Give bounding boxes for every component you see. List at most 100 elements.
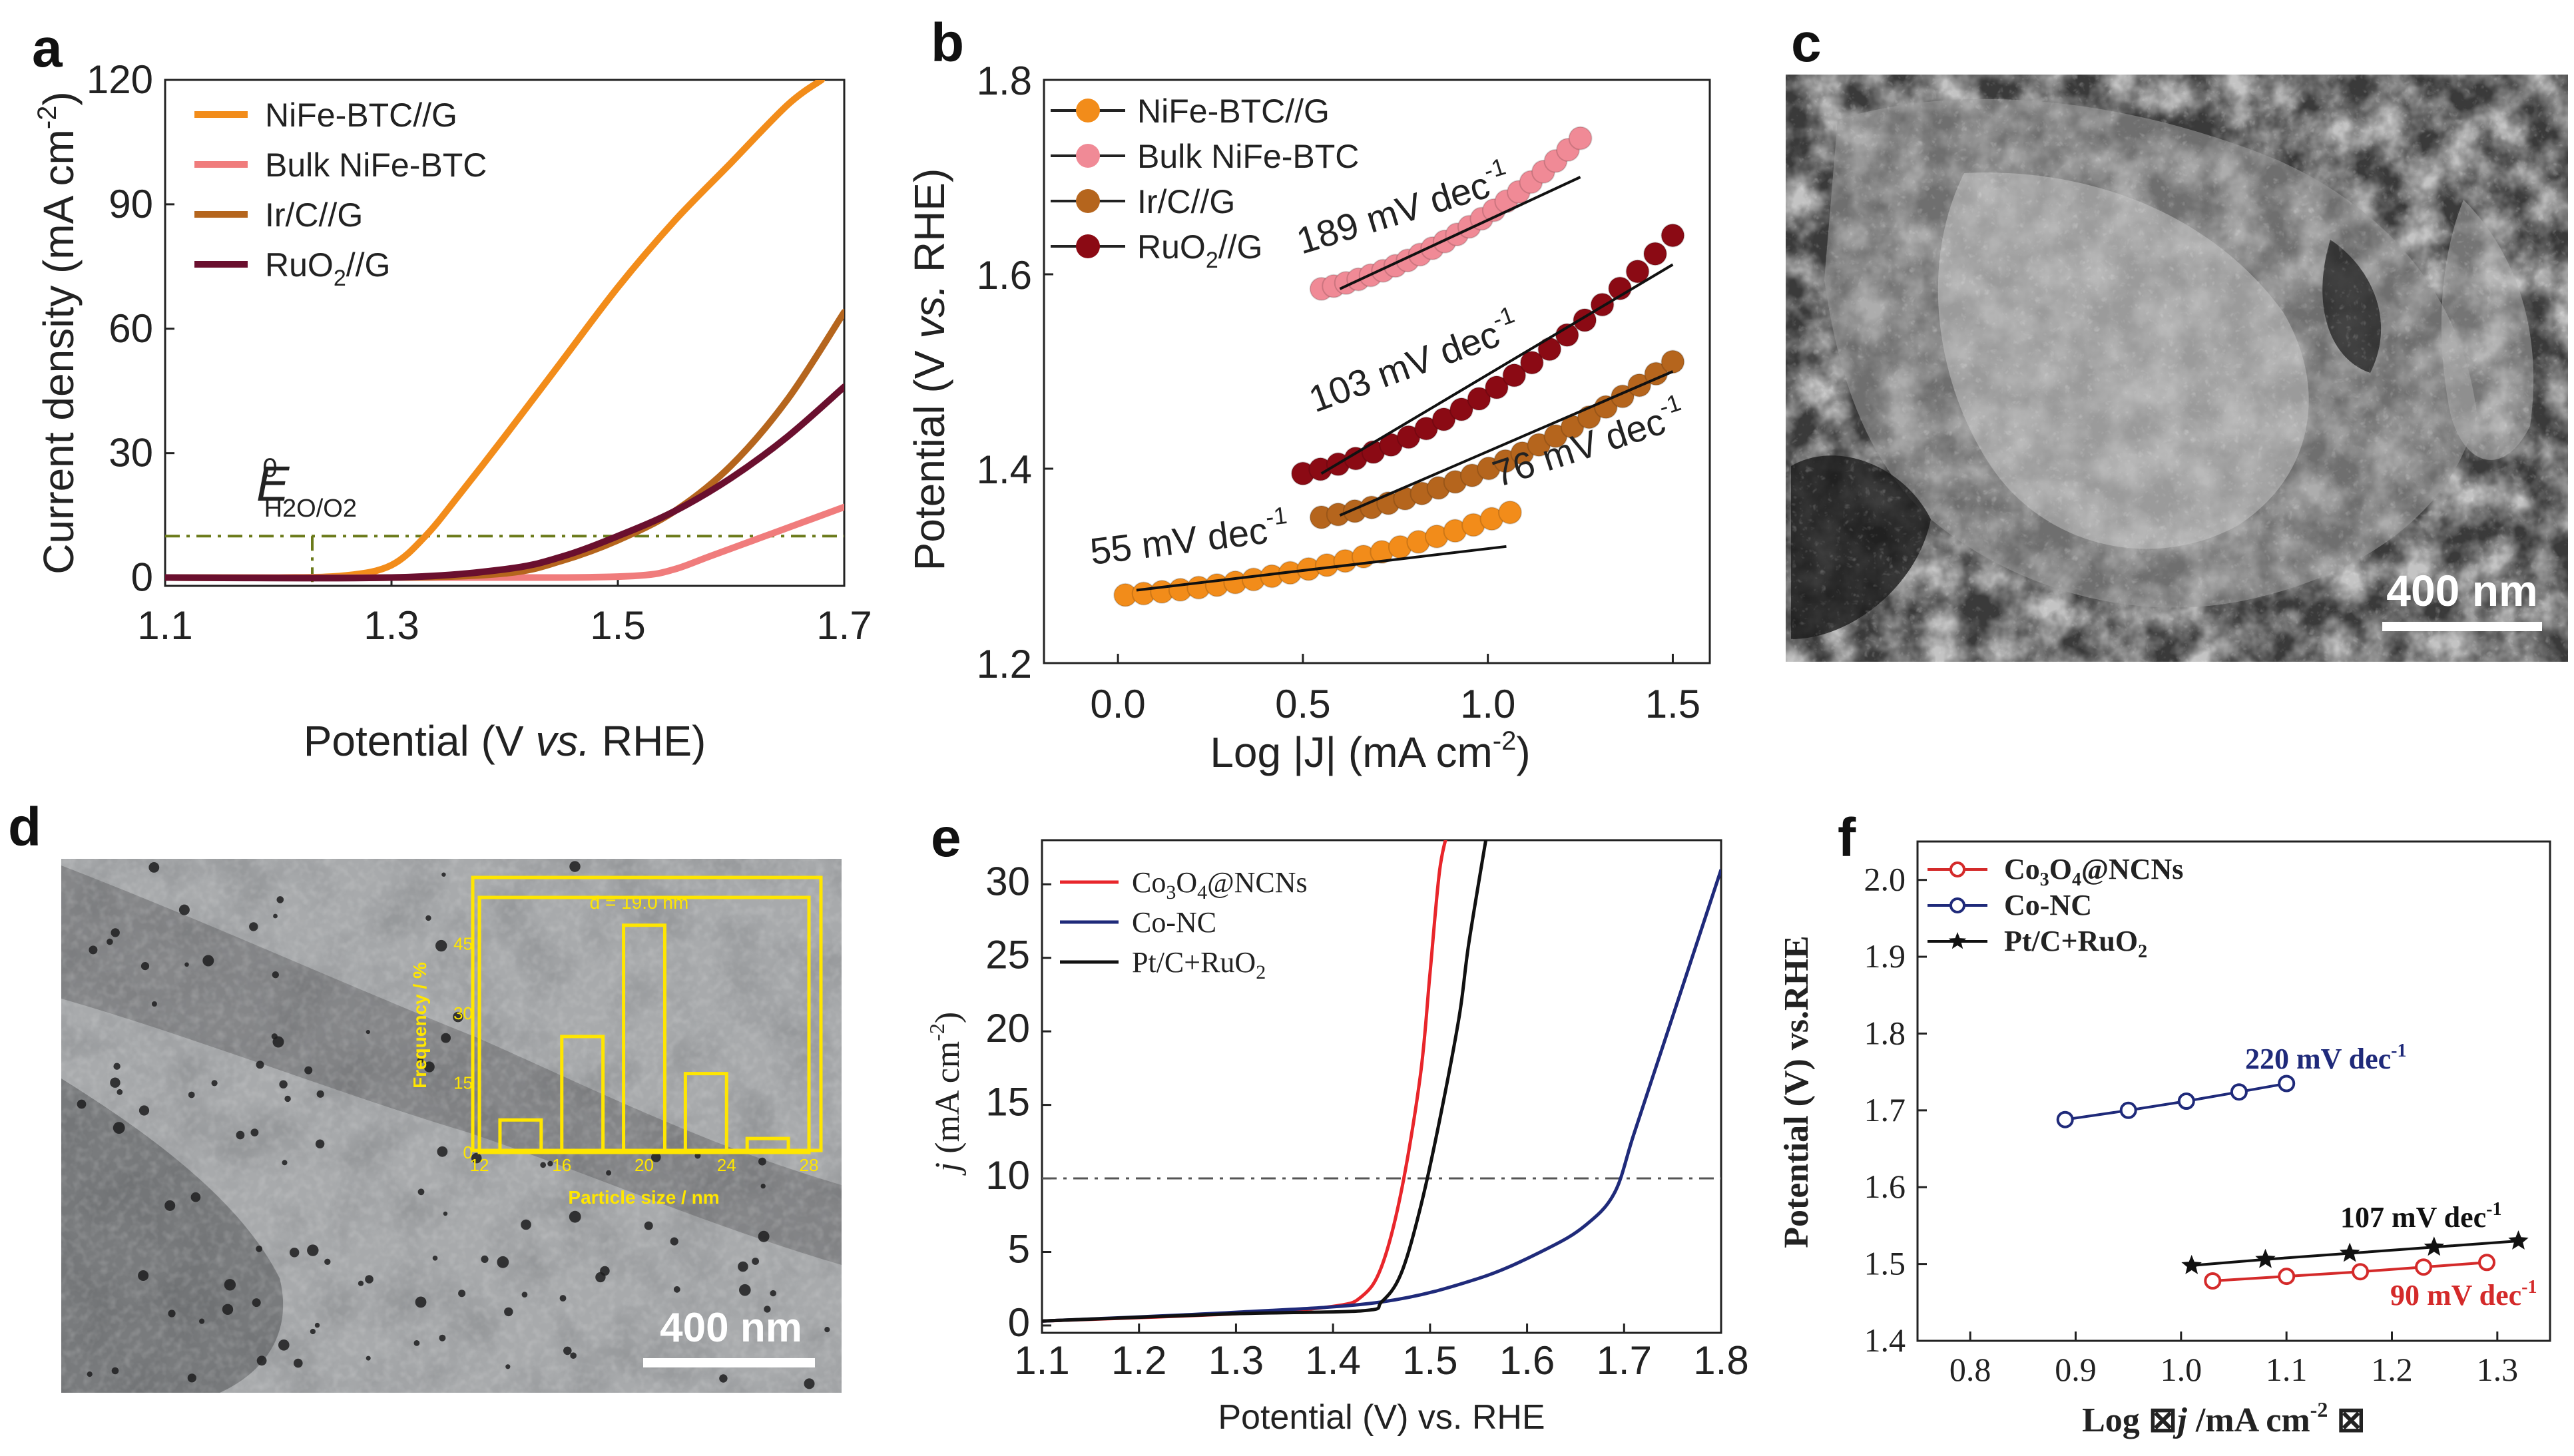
legend-text: RuO [265, 246, 334, 284]
y-tick-label: 120 [87, 57, 153, 102]
tafel-sup: -1 [1264, 501, 1289, 531]
tem-nanoparticle [435, 939, 447, 952]
panel-b-ylabel: Potential (V vs. RHE) [905, 168, 953, 571]
y-tick-label: 20 [985, 1006, 1030, 1051]
panel-f-ylabel: Potential (V) vs.RHE [1778, 935, 1816, 1248]
tem-nanoparticle [249, 922, 258, 931]
panel-f-ticks: 0.8 0.9 1.0 1.1 1.2 1.3 1.4 1.5 1.6 1.7 1.8 1.9 2.0 [1864, 861, 2519, 1388]
series-1-point [2478, 1254, 2495, 1272]
tem-nanoparticle [644, 1221, 653, 1230]
e-ylabel-part2: (mA cm [929, 1041, 967, 1162]
tem-nanoparticle [276, 896, 284, 903]
tem-nanoparticle [222, 1304, 234, 1316]
panel-f-xlabel: Log ⊠j /mA cm-2 ⊠ [2082, 1397, 2366, 1439]
inset-title: d = 19.0 nm [590, 892, 689, 913]
y-tick-label: 10 [985, 1153, 1030, 1198]
tem-nanoparticle [437, 1146, 448, 1157]
y-tick-label: 60 [109, 306, 153, 351]
panel-b-legend: NiFe-BTC//G Bulk NiFe-BTC Ir/C//G RuO2//G [1051, 93, 1359, 273]
series-4-point [1431, 407, 1456, 431]
series-2-point [2278, 1075, 2296, 1092]
a-xlabel-part1: Potential (V [304, 717, 536, 765]
legend-label-1: Co3O4@NCNs [1132, 866, 1308, 903]
series-2-point [1568, 126, 1593, 150]
series-3-point [2508, 1230, 2529, 1250]
tem-nanoparticle [256, 1245, 262, 1252]
tem-nanoparticle [250, 1128, 259, 1136]
x-tick-label: 0.9 [2055, 1351, 2097, 1388]
tafel-value: 107 mV dec [2340, 1201, 2486, 1234]
tem-nanoparticle [279, 1080, 288, 1089]
tem-nanoparticle [547, 1160, 553, 1166]
ref-label-sub: H2O/O2 [264, 495, 357, 523]
inset-x-tick-label: 12 [470, 1155, 489, 1175]
tem-nanoparticle [481, 1255, 489, 1263]
tem-nanoparticle [417, 1188, 425, 1196]
tafel-value: 189 mV dec [1292, 164, 1494, 262]
ref-label-main: E [256, 456, 290, 511]
series-3-point [2424, 1236, 2445, 1256]
tem-nanoparticle [559, 1295, 567, 1302]
legend-label-1: NiFe-BTC//G [265, 97, 457, 134]
tem-nanoparticle [417, 1057, 424, 1064]
inset-outer-frame [471, 875, 823, 1152]
b-xlabel-part1: Log |J| (mA cm [1210, 728, 1492, 776]
x-tick-label: 1.1 [2266, 1351, 2308, 1388]
y-tick-label: 2.0 [1864, 861, 1906, 898]
series-4-point [1643, 242, 1667, 266]
legend-tail: //G [346, 246, 391, 284]
panel-b-frame [1043, 79, 1711, 664]
legend-sub: 2 [1206, 248, 1218, 273]
tem-nanoparticle [804, 1378, 815, 1389]
tem-nanoparticle [824, 1327, 830, 1333]
series-4-point [1661, 223, 1685, 248]
legend-label-3: Pt/C+RuO2 [2004, 925, 2147, 962]
tem-nanoparticle [272, 971, 279, 979]
series-1-point [2352, 1263, 2369, 1281]
tem-nanoparticle [316, 1090, 324, 1098]
legend-part: Co [2004, 853, 2040, 885]
legend-marker-2 [1076, 144, 1100, 168]
series-2-point [2119, 1101, 2137, 1119]
x-tick-label: 0.8 [1949, 1351, 1991, 1388]
b-xlabel-part3: ) [1516, 728, 1530, 776]
x-tick-label: 1.3 [1208, 1338, 1264, 1383]
tem-nanoparticle [138, 1270, 149, 1281]
x-tick-label: 1.7 [816, 603, 872, 648]
tafel-slope-label-2: 220 mV dec-1 [2245, 1041, 2407, 1075]
legend-label-2: Bulk NiFe-BTC [265, 146, 487, 184]
legend-part: 3 [2040, 869, 2049, 890]
inset-y-tick-label: 30 [453, 1003, 473, 1023]
tem-nanoparticle [673, 1286, 680, 1293]
inset-bars [498, 923, 790, 1154]
legend-tail: //G [1218, 228, 1263, 266]
legend-label-1: NiFe-BTC//G [1137, 93, 1330, 130]
tem-nanoparticle [425, 915, 431, 921]
a-xlabel-part2: vs. [535, 717, 590, 765]
tem-nanoparticle [273, 913, 278, 919]
legend-label-3: Ir/C//G [265, 196, 363, 234]
x-tick-label: 1.2 [2371, 1351, 2413, 1388]
tem-nanoparticle [366, 1030, 370, 1035]
series-1-point [2204, 1272, 2222, 1290]
tem-nanoparticle [504, 1307, 513, 1317]
x-tick-label: 1.8 [1693, 1338, 1748, 1383]
tem-scalebar-label: 400 nm [660, 1305, 802, 1351]
tafel-sup: -1 [2486, 1199, 2501, 1220]
histogram-bar-4 [683, 1072, 728, 1154]
tem-nanoparticle [441, 1033, 451, 1043]
x-tick-label: 1.6 [1499, 1338, 1555, 1383]
inset-x-tick-label: 28 [800, 1155, 819, 1175]
inset-y-tick-label: 45 [453, 934, 473, 954]
legend-part: Co [1132, 866, 1166, 899]
panel-a-ref-label: E0 H2O/O2 [256, 453, 357, 523]
tem-nanoparticle [315, 1139, 325, 1148]
y-tick-label: 0 [131, 555, 153, 600]
panel-b: b 0.0 0.5 1.0 1.5 1.2 1.4 1.6 1.8 NiFe-BTC//G Bu… [905, 13, 1711, 776]
series-4-point [1467, 387, 1491, 411]
legend-label-2: Bulk NiFe-BTC [1137, 138, 1359, 175]
y-tick-label: 1.6 [1864, 1168, 1906, 1205]
tem-nanoparticle [758, 1230, 770, 1242]
a-ylabel-sup: -2 [33, 106, 62, 130]
